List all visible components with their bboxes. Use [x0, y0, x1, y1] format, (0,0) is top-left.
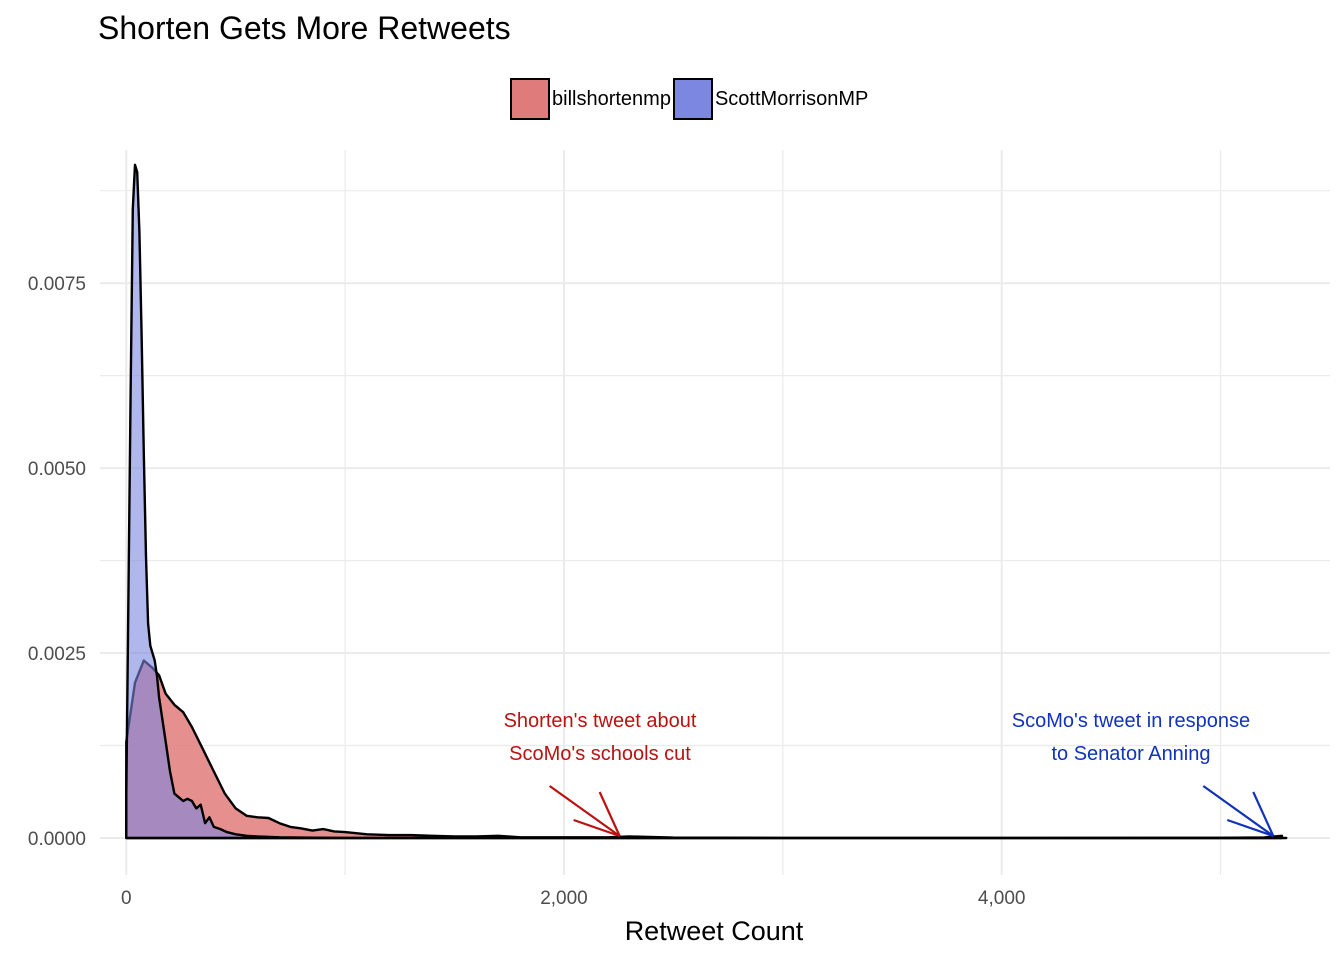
annotation-text: to Senator Anning — [1051, 743, 1210, 765]
annotation-arrow-head — [598, 791, 621, 837]
legend-key-billshortenmp — [510, 78, 550, 120]
legend-key-scottmorrisonmp — [672, 78, 713, 120]
x-axis-title: Retweet Count — [625, 916, 804, 946]
annotation-arrow — [549, 785, 621, 837]
y-tick-label: 0.0025 — [28, 644, 86, 665]
density-areas — [125, 163, 1288, 840]
tick-labels: 0 2,000 4,000 0.0000 0.0025 0.0050 0.0075 — [28, 274, 1026, 909]
x-tick-label: 2,000 — [540, 888, 588, 909]
annotation-text: ScoMo's schools cut — [509, 743, 691, 765]
legend-label-billshortenmp: billshortenmp — [552, 87, 671, 110]
density-area-scottmorrisonmp — [125, 163, 1284, 840]
x-tick-label: 4,000 — [978, 888, 1026, 909]
legend: billshortenmp ScottMorrisonMP — [510, 76, 870, 122]
y-tick-label: 0.0075 — [28, 274, 86, 295]
annotation-arrow-head — [1226, 818, 1274, 838]
annotation-arrow-head — [1252, 791, 1275, 837]
chart-title: Shorten Gets More Retweets — [98, 10, 511, 46]
x-tick-label: 0 — [121, 888, 132, 909]
y-tick-label: 0.0050 — [28, 459, 86, 480]
annotation-text: ScoMo's tweet in response — [1012, 710, 1250, 732]
legend-item-scottmorrisonmp: ScottMorrisonMP — [672, 78, 869, 120]
annotation-arrow — [1202, 785, 1274, 837]
annotations: Shorten's tweet about ScoMo's schools cut… — [504, 710, 1275, 838]
legend-label-scottmorrisonmp: ScottMorrisonMP — [714, 87, 869, 110]
legend-item-billshortenmp: billshortenmp — [510, 78, 671, 120]
y-tick-label: 0.0000 — [28, 829, 86, 850]
annotation-arrow-head — [573, 818, 621, 838]
annotation-text: Shorten's tweet about — [504, 710, 697, 732]
